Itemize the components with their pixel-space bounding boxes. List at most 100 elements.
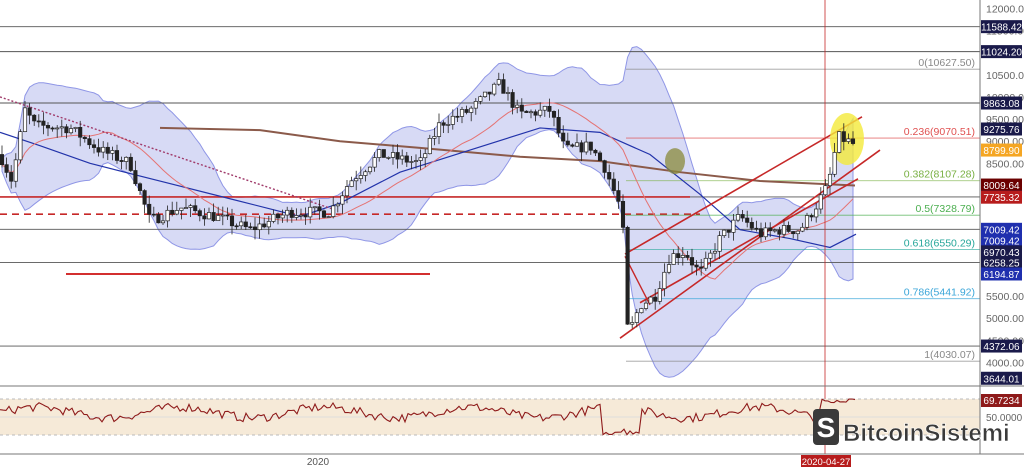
candle-body [216, 215, 221, 221]
candle-body [758, 228, 764, 238]
candle-body [147, 203, 152, 215]
candle-body [505, 92, 511, 94]
fib-label: 0(10627.50) [918, 57, 975, 69]
candle-body [128, 156, 133, 171]
price-badge [981, 371, 1022, 385]
fib-label: 0.236(9070.51) [904, 126, 975, 138]
candle-body [666, 264, 672, 273]
candle-body [689, 257, 695, 266]
candle-body [229, 215, 235, 227]
candle-body [768, 227, 773, 232]
candle-body [685, 255, 690, 258]
candle-body [41, 120, 46, 126]
candle-body [607, 172, 612, 180]
price-badge [981, 233, 1022, 247]
candle-body [156, 214, 161, 224]
candle-body [0, 154, 5, 166]
candle-body [349, 180, 354, 187]
candle-body [519, 104, 524, 112]
candle-body [386, 156, 391, 159]
candle-body [827, 173, 833, 187]
price-badge-label: 6258.25 [983, 259, 1020, 270]
price-tick-label: 8500.00 [986, 158, 1024, 170]
candle-body [804, 215, 810, 228]
price-badge-label: 6970.43 [983, 248, 1020, 259]
candle-body [377, 149, 382, 158]
candle-body [395, 152, 400, 160]
candle-body [179, 207, 184, 211]
candle-body [459, 109, 465, 117]
rsi-tick-label: 50.0000 [986, 413, 1023, 424]
candle-body [133, 170, 138, 185]
price-badge [981, 267, 1022, 281]
candle-body [740, 214, 745, 219]
candle-body [64, 126, 69, 134]
candle-body [579, 142, 584, 153]
candle-body [13, 159, 18, 182]
candle-body [275, 213, 281, 219]
candle-body [786, 225, 791, 232]
price-tick-label: 5000.00 [986, 313, 1024, 325]
logo-text: BitcoinSistemi [843, 420, 1010, 447]
candle-body [501, 79, 506, 94]
candle-body [418, 157, 423, 161]
candle-body [344, 186, 350, 197]
candle-body [170, 209, 175, 215]
candle-body [593, 149, 598, 154]
candle-body [45, 125, 51, 129]
candle-body [59, 126, 64, 129]
bitcoin-s-logo-icon: S [813, 409, 839, 445]
candle-body [611, 178, 616, 191]
fib-label: 1(4030.07) [924, 349, 975, 361]
ma-200-line [159, 126, 856, 187]
fib-label: 0.618(6550.29) [904, 238, 975, 250]
candle-body [625, 227, 630, 325]
price-badge [981, 45, 1022, 59]
candle-body [800, 226, 805, 232]
candle-body [18, 131, 23, 161]
candle-body [55, 127, 60, 130]
candle-body [712, 250, 718, 254]
candle-body [372, 157, 377, 168]
candle-body [312, 206, 317, 209]
candle-body [298, 214, 304, 217]
candle-body [326, 216, 331, 218]
candle-body [317, 206, 322, 212]
candle-body [96, 147, 101, 153]
candle-body [473, 101, 478, 109]
candle-body [561, 132, 566, 142]
candle-body [542, 105, 547, 111]
price-badge [981, 222, 1022, 236]
candle-body [653, 296, 658, 302]
candle-body [436, 122, 442, 137]
candle-body [4, 164, 9, 173]
candle-body [367, 166, 373, 173]
candle-body [482, 91, 488, 98]
candle-body [464, 109, 469, 113]
candle-body [657, 288, 662, 302]
candle-body [630, 322, 635, 325]
candle-body [602, 160, 607, 173]
price-badge [981, 122, 1022, 136]
candle-body [137, 183, 143, 191]
candle-body [206, 212, 212, 220]
logo: S BitcoinSistemi [813, 409, 1010, 447]
candle-body [735, 214, 741, 221]
price-badge [981, 143, 1022, 157]
candle-body [248, 226, 253, 229]
candle-body [620, 200, 626, 228]
candle-body [547, 105, 552, 112]
candle-body [321, 210, 327, 218]
price-tick-label: 12000.00 [986, 3, 1024, 15]
candle-body [423, 153, 428, 159]
candle-body [832, 152, 837, 175]
candle-body [814, 208, 819, 218]
price-badge-label: 3644.01 [983, 374, 1020, 385]
rsi-value-label: 69.7234 [983, 396, 1020, 407]
price-badge [981, 96, 1022, 110]
candle-body [289, 209, 294, 218]
candle-body [492, 83, 497, 95]
candle-body [73, 127, 78, 129]
highlight-dark-ellipse [665, 148, 685, 175]
